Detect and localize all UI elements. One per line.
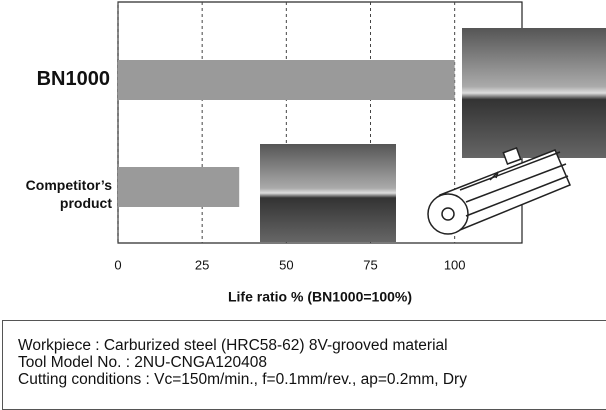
photo <box>462 28 606 158</box>
x-tick-label: 75 <box>363 257 377 272</box>
x-tick-label: 50 <box>279 257 293 272</box>
x-tick-label: 100 <box>444 257 466 272</box>
x-tick-label: 0 <box>114 257 121 272</box>
x-axis-label: Life ratio % (BN1000=100%) <box>228 289 412 305</box>
bar <box>118 167 240 207</box>
note: Tool Model No. : 2NU-CNGA120408 <box>18 354 267 371</box>
note: Cutting conditions : Vc=150m/min., f=0.1… <box>18 371 467 388</box>
workpiece-illustration <box>427 147 571 235</box>
conditions-box: Workpiece : Carburized steel (HRC58-62) … <box>2 320 606 410</box>
note: Workpiece : Carburized steel (HRC58-62) … <box>18 337 448 354</box>
bar <box>118 60 455 100</box>
category-label: Competitor’s product <box>25 177 112 211</box>
category-label: BN1000 <box>36 68 110 90</box>
x-tick-label: 25 <box>195 257 209 272</box>
photo <box>260 144 396 242</box>
